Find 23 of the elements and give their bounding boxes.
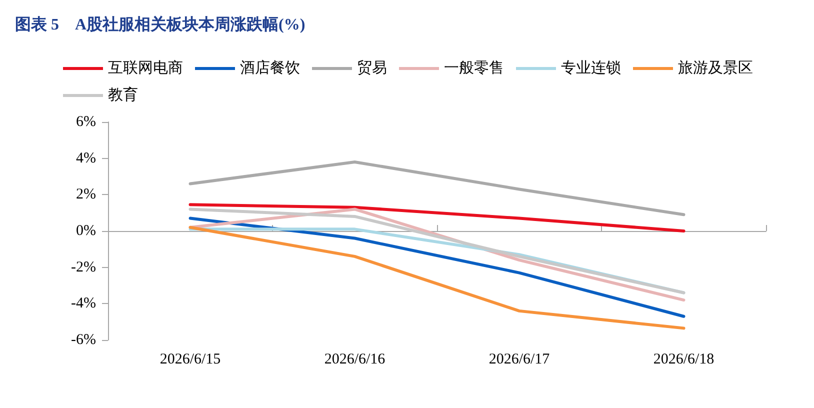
chart-title: 图表 5 A股社服相关板块本周涨跌幅(%) (15, 16, 306, 34)
line-series (188, 203, 686, 232)
y-tick-label: -4% (71, 296, 96, 312)
y-tick-label: 6% (76, 114, 96, 130)
line-series (188, 160, 686, 216)
x-tick-label: 2026/6/15 (160, 352, 221, 368)
x-tick-label: 2026/6/17 (488, 352, 550, 368)
x-tick-label: 2026/6/18 (653, 352, 714, 368)
legend-label: 旅游及景区 (678, 60, 753, 76)
legend-label: 酒店餐饮 (240, 60, 300, 76)
y-tick-label: 4% (76, 150, 96, 166)
y-tick-label: -6% (71, 332, 96, 348)
y-tick-label: -2% (71, 259, 96, 276)
legend-label: 一般零售 (444, 60, 504, 76)
line-series (188, 216, 686, 318)
legend-label: 教育 (108, 86, 138, 104)
line-series (188, 226, 686, 330)
legend-label: 互联网电商 (108, 60, 183, 76)
x-tick-label: 2026/6/16 (324, 352, 386, 368)
y-tick-label: 0% (76, 223, 96, 239)
legend-label: 贸易 (357, 60, 387, 76)
y-tick-label: 2% (76, 186, 96, 203)
legend-label: 专业连锁 (561, 60, 621, 76)
